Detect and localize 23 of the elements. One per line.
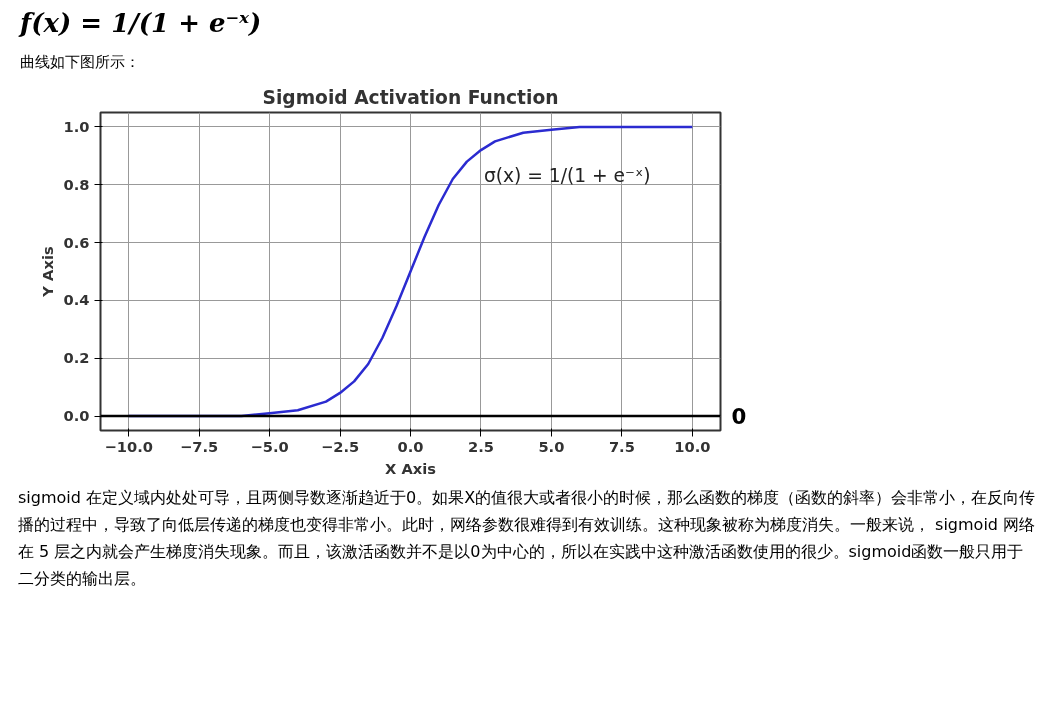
y-tick-label: 0.6 [63, 233, 90, 251]
chart-title: Sigmoid Activation Function [262, 86, 559, 108]
text: sigmoid 在定义域内处处可导，且两侧导数逐渐趋近于0。如果X的值很大或者很小的时候，那么函数的梯度（函数的斜率）会非常小，在反向传播的过程中，导致了向低层传递的梯度也变得非常小。此时，网络参数很难得到有效训练。这种现象被称为梯度消失。一般来说， sigmoid 网络在 5 层之内就会产生梯度消失现象。而且，该激活函数并不是以0为中心的，所以在实践中这种激活函数使用的很少。sigmoid函数一般只用于二分类的输出层。 [18, 486, 1037, 590]
x-tick-label: −10.0 [104, 437, 153, 455]
ref-line-label: 0 [731, 403, 747, 429]
x-tick-label: −5.0 [250, 437, 289, 455]
text: f(x) = 1/(1 + e⁻ˣ) [20, 7, 262, 40]
x-tick-label: 10.0 [674, 437, 711, 455]
text: 曲线如下图所示： [20, 52, 140, 74]
x-tick-label: −7.5 [180, 437, 219, 455]
y-tick-label: 1.0 [63, 117, 90, 135]
y-tick-label: 0.0 [63, 406, 90, 424]
y-tick-label: 0.4 [63, 290, 90, 308]
x-tick-label: 7.5 [608, 437, 635, 455]
x-axis-title: X Axis [385, 459, 437, 477]
y-tick-label: 0.8 [63, 175, 90, 193]
x-tick-label: −2.5 [320, 437, 360, 455]
y-axis-title: Y Axis [38, 245, 56, 298]
x-tick-label: 0.0 [397, 437, 424, 455]
annotation: σ(x) = 1/(1 + e⁻ˣ) [483, 164, 651, 186]
y-tick-label: 0.2 [63, 348, 90, 366]
x-tick-label: 5.0 [538, 437, 565, 455]
x-tick-label: 2.5 [467, 437, 494, 455]
